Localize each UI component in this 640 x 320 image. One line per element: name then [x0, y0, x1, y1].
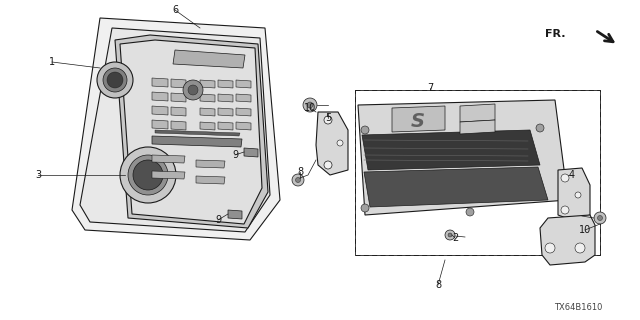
Polygon shape: [236, 80, 251, 88]
Circle shape: [575, 192, 581, 198]
Polygon shape: [171, 121, 186, 130]
Polygon shape: [540, 215, 595, 265]
Polygon shape: [392, 106, 445, 132]
Polygon shape: [200, 80, 215, 88]
Polygon shape: [152, 155, 185, 163]
Text: 7: 7: [427, 83, 433, 93]
Circle shape: [561, 174, 569, 182]
Polygon shape: [200, 94, 215, 102]
Circle shape: [183, 80, 203, 100]
Text: 1: 1: [49, 57, 55, 67]
Polygon shape: [244, 148, 258, 157]
Circle shape: [303, 98, 317, 112]
Circle shape: [307, 102, 313, 108]
Polygon shape: [152, 106, 168, 115]
Text: 10: 10: [579, 225, 591, 235]
Circle shape: [97, 62, 133, 98]
Polygon shape: [173, 50, 245, 68]
Circle shape: [188, 85, 198, 95]
Circle shape: [466, 208, 474, 216]
Polygon shape: [460, 104, 495, 122]
Circle shape: [361, 126, 369, 134]
Polygon shape: [200, 122, 215, 130]
Circle shape: [324, 116, 332, 124]
Circle shape: [575, 243, 585, 253]
Polygon shape: [152, 92, 168, 101]
Circle shape: [296, 178, 301, 182]
Text: 6: 6: [172, 5, 178, 15]
Text: 8: 8: [435, 280, 441, 290]
Polygon shape: [460, 120, 495, 134]
Circle shape: [594, 212, 606, 224]
Circle shape: [536, 124, 544, 132]
Text: 2: 2: [452, 233, 458, 243]
Circle shape: [133, 160, 163, 190]
Polygon shape: [152, 171, 185, 179]
Circle shape: [103, 68, 127, 92]
Polygon shape: [171, 107, 186, 116]
Polygon shape: [364, 167, 548, 207]
Polygon shape: [196, 176, 225, 184]
Polygon shape: [218, 108, 233, 116]
Polygon shape: [362, 130, 540, 170]
Polygon shape: [152, 120, 168, 129]
Polygon shape: [218, 122, 233, 130]
Polygon shape: [171, 79, 186, 88]
Bar: [355, 90, 600, 255]
Polygon shape: [218, 80, 233, 88]
Polygon shape: [80, 28, 270, 232]
Text: 4: 4: [569, 170, 575, 180]
Circle shape: [545, 243, 555, 253]
Polygon shape: [200, 108, 215, 116]
Text: S: S: [411, 111, 425, 131]
Text: 10: 10: [304, 103, 316, 113]
Text: 8: 8: [297, 167, 303, 177]
Bar: [355, 90, 600, 255]
Polygon shape: [196, 160, 225, 168]
Circle shape: [120, 147, 176, 203]
Polygon shape: [72, 18, 280, 240]
Text: 9: 9: [215, 215, 221, 225]
Polygon shape: [558, 168, 590, 220]
Polygon shape: [236, 94, 251, 102]
Polygon shape: [115, 35, 268, 228]
Circle shape: [598, 215, 602, 220]
Polygon shape: [120, 40, 262, 224]
Circle shape: [292, 174, 304, 186]
Text: 3: 3: [35, 170, 41, 180]
Circle shape: [445, 230, 455, 240]
Circle shape: [324, 161, 332, 169]
Polygon shape: [155, 130, 240, 136]
Polygon shape: [236, 122, 251, 130]
Polygon shape: [358, 100, 568, 215]
Text: TX64B1610: TX64B1610: [554, 303, 602, 313]
Polygon shape: [218, 94, 233, 102]
Circle shape: [337, 140, 343, 146]
Polygon shape: [171, 93, 186, 102]
Polygon shape: [316, 112, 348, 175]
Circle shape: [128, 155, 168, 195]
Circle shape: [448, 233, 452, 237]
Circle shape: [107, 72, 123, 88]
Polygon shape: [152, 136, 242, 147]
Polygon shape: [236, 108, 251, 116]
Text: 5: 5: [325, 113, 331, 123]
Circle shape: [561, 206, 569, 214]
Text: 9: 9: [232, 150, 238, 160]
Polygon shape: [152, 78, 168, 87]
Circle shape: [361, 204, 369, 212]
Polygon shape: [228, 210, 242, 219]
Text: FR.: FR.: [545, 29, 565, 39]
